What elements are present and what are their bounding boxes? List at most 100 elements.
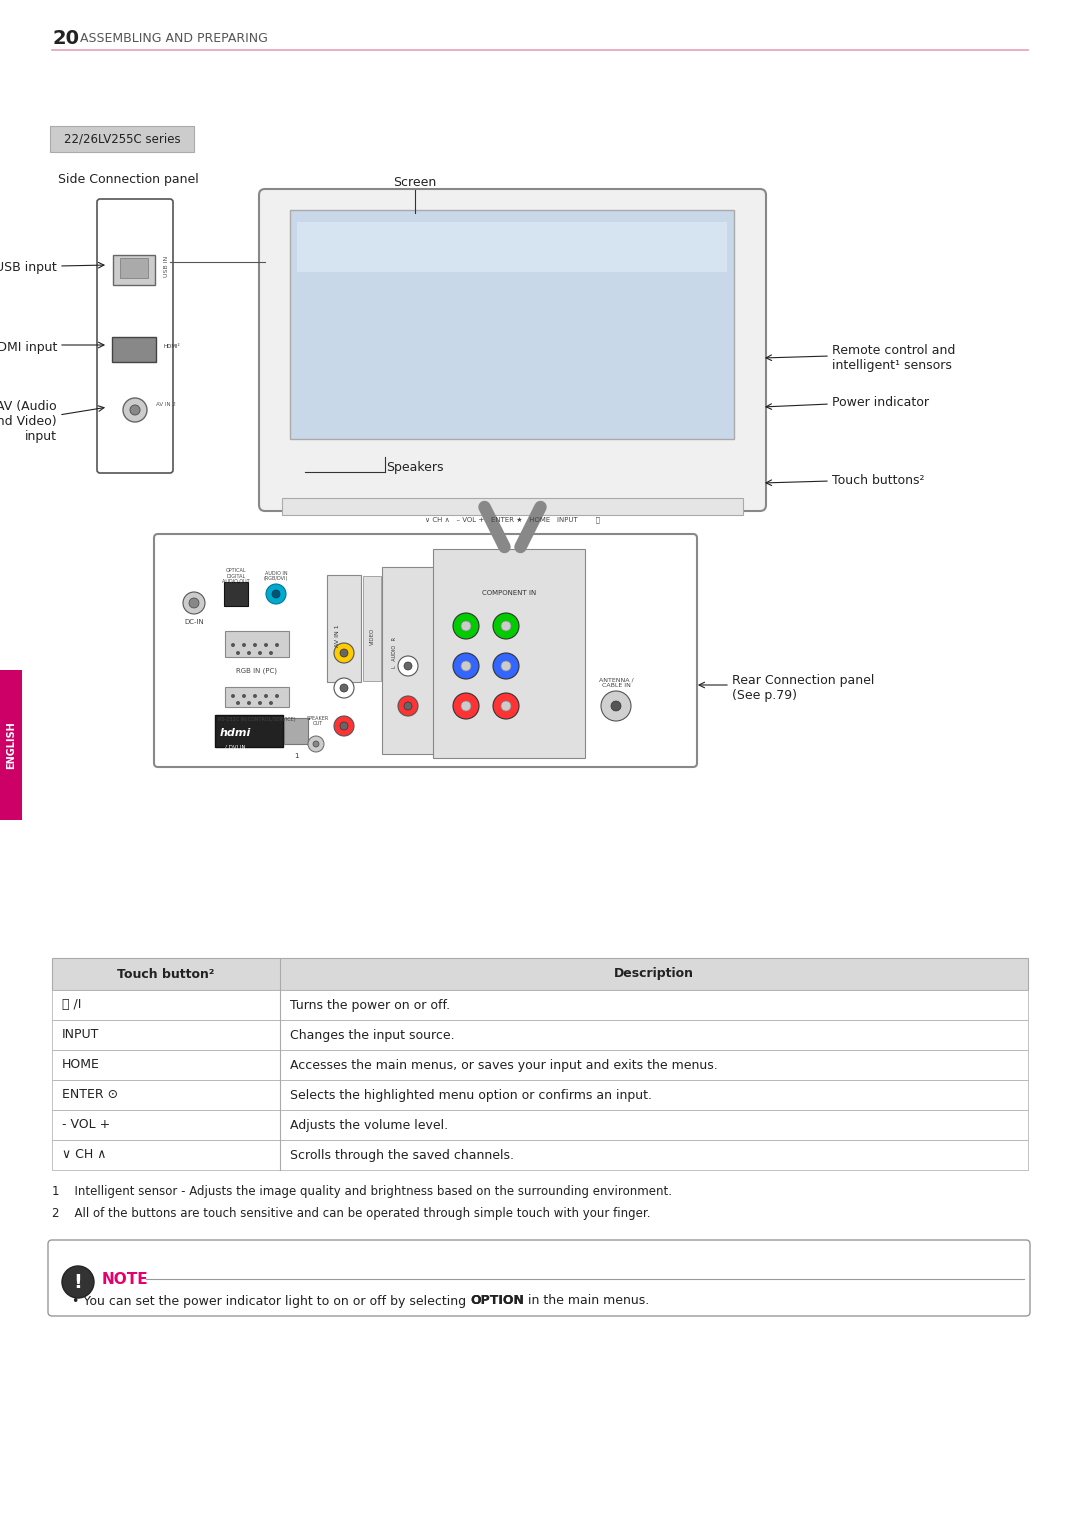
Text: COMPONENT IN: COMPONENT IN [482, 590, 536, 596]
Text: AV IN 1: AV IN 1 [335, 625, 340, 648]
Text: ⏻ /I: ⏻ /I [62, 998, 81, 1012]
FancyBboxPatch shape [451, 546, 573, 570]
FancyBboxPatch shape [225, 631, 289, 657]
Text: ENGLISH: ENGLISH [6, 721, 16, 770]
Circle shape [453, 693, 480, 719]
Circle shape [399, 696, 418, 716]
Text: Accesses the main menus, or saves your input and exits the menus.: Accesses the main menus, or saves your i… [291, 1059, 718, 1071]
Circle shape [492, 652, 519, 680]
FancyBboxPatch shape [282, 498, 743, 515]
Text: Side Connection panel: Side Connection panel [58, 174, 199, 186]
Text: Remote control and
intelligent¹ sensors: Remote control and intelligent¹ sensors [832, 344, 956, 372]
Circle shape [237, 701, 240, 706]
Circle shape [453, 613, 480, 639]
Text: OPTICAL
DIGITAL
AUDIO OUT: OPTICAL DIGITAL AUDIO OUT [222, 568, 249, 584]
Circle shape [334, 716, 354, 736]
Circle shape [600, 690, 631, 721]
Circle shape [247, 651, 251, 655]
FancyBboxPatch shape [0, 671, 22, 820]
Text: L   AUDIO   R: L AUDIO R [392, 637, 397, 669]
Text: ∨ CH ∧   – VOL +   ENTER ★   HOME   INPUT        ⏻: ∨ CH ∧ – VOL + ENTER ★ HOME INPUT ⏻ [426, 517, 600, 523]
FancyBboxPatch shape [363, 576, 381, 681]
Circle shape [264, 643, 268, 648]
Text: Power indicator: Power indicator [832, 396, 929, 408]
Circle shape [258, 701, 262, 706]
Text: OPTION: OPTION [470, 1294, 524, 1308]
FancyBboxPatch shape [154, 533, 697, 767]
FancyBboxPatch shape [215, 715, 283, 747]
FancyBboxPatch shape [52, 1109, 1028, 1140]
Text: AV (Audio
and Video)
input: AV (Audio and Video) input [0, 399, 57, 443]
FancyBboxPatch shape [52, 991, 1028, 1020]
Text: ASSEMBLING AND PREPARING: ASSEMBLING AND PREPARING [80, 32, 268, 44]
FancyBboxPatch shape [382, 567, 434, 754]
Text: 20: 20 [52, 29, 79, 47]
Text: Scrolls through the saved channels.: Scrolls through the saved channels. [291, 1149, 514, 1161]
Circle shape [501, 661, 511, 671]
Text: USB IN: USB IN [164, 256, 168, 277]
Circle shape [492, 613, 519, 639]
Text: Speakers: Speakers [387, 460, 444, 474]
Circle shape [461, 661, 471, 671]
Text: Changes the input source.: Changes the input source. [291, 1029, 455, 1041]
Text: Selects the highlighted menu option or confirms an input.: Selects the highlighted menu option or c… [291, 1088, 652, 1102]
Circle shape [492, 693, 519, 719]
Text: in the main menus.: in the main menus. [524, 1294, 649, 1308]
FancyBboxPatch shape [291, 210, 734, 439]
Circle shape [253, 693, 257, 698]
Circle shape [611, 701, 621, 712]
Circle shape [189, 597, 199, 608]
FancyBboxPatch shape [52, 959, 1028, 991]
Text: ANTENNA /
CABLE IN: ANTENNA / CABLE IN [598, 678, 633, 689]
FancyBboxPatch shape [225, 687, 289, 707]
FancyBboxPatch shape [52, 1020, 1028, 1050]
Circle shape [242, 693, 246, 698]
Circle shape [242, 643, 246, 648]
Text: Description: Description [615, 968, 694, 980]
Text: HDMI²: HDMI² [164, 344, 180, 349]
FancyBboxPatch shape [224, 582, 248, 607]
Circle shape [399, 655, 418, 677]
Circle shape [501, 701, 511, 712]
Circle shape [461, 701, 471, 712]
Text: 1    Intelligent sensor - Adjusts the image quality and brightness based on the : 1 Intelligent sensor - Adjusts the image… [52, 1186, 672, 1198]
FancyBboxPatch shape [284, 718, 308, 744]
Circle shape [501, 620, 511, 631]
Circle shape [275, 643, 279, 648]
Circle shape [272, 590, 280, 597]
Circle shape [269, 701, 273, 706]
FancyBboxPatch shape [50, 126, 194, 152]
Text: 2    All of the buttons are touch sensitive and can be operated through simple t: 2 All of the buttons are touch sensitive… [52, 1207, 650, 1221]
Text: SPEAKER
OUT: SPEAKER OUT [307, 716, 329, 727]
Text: AV IN 2: AV IN 2 [156, 402, 176, 407]
Text: Rear Connection panel
(See p.79): Rear Connection panel (See p.79) [732, 674, 875, 703]
Circle shape [253, 643, 257, 648]
Circle shape [334, 678, 354, 698]
Circle shape [264, 693, 268, 698]
Text: Touch buttons²: Touch buttons² [832, 474, 924, 488]
Circle shape [340, 649, 348, 657]
Text: VIDEO: VIDEO [369, 628, 375, 645]
Circle shape [183, 591, 205, 614]
Text: !: ! [73, 1273, 82, 1291]
FancyBboxPatch shape [52, 1140, 1028, 1170]
Text: 1: 1 [294, 753, 298, 759]
Text: • You can set the power indicator light to on or off by selecting: • You can set the power indicator light … [72, 1294, 470, 1308]
FancyBboxPatch shape [327, 575, 361, 683]
FancyBboxPatch shape [97, 200, 173, 472]
Circle shape [62, 1266, 94, 1298]
FancyBboxPatch shape [112, 337, 156, 363]
Circle shape [247, 701, 251, 706]
Text: 22/26LV255C series: 22/26LV255C series [64, 133, 180, 145]
Text: RS-232C IN(CONTROL/SERVICE): RS-232C IN(CONTROL/SERVICE) [218, 718, 296, 722]
Text: / DVI IN: / DVI IN [225, 745, 245, 750]
FancyBboxPatch shape [120, 258, 148, 277]
Text: Touch button²: Touch button² [118, 968, 215, 980]
FancyBboxPatch shape [259, 189, 766, 511]
FancyBboxPatch shape [52, 1050, 1028, 1081]
Text: Adjusts the volume level.: Adjusts the volume level. [291, 1119, 448, 1131]
Text: HDMI input: HDMI input [0, 340, 57, 354]
Circle shape [404, 703, 411, 710]
FancyBboxPatch shape [52, 1081, 1028, 1109]
Text: ENTER ⊙: ENTER ⊙ [62, 1088, 118, 1102]
